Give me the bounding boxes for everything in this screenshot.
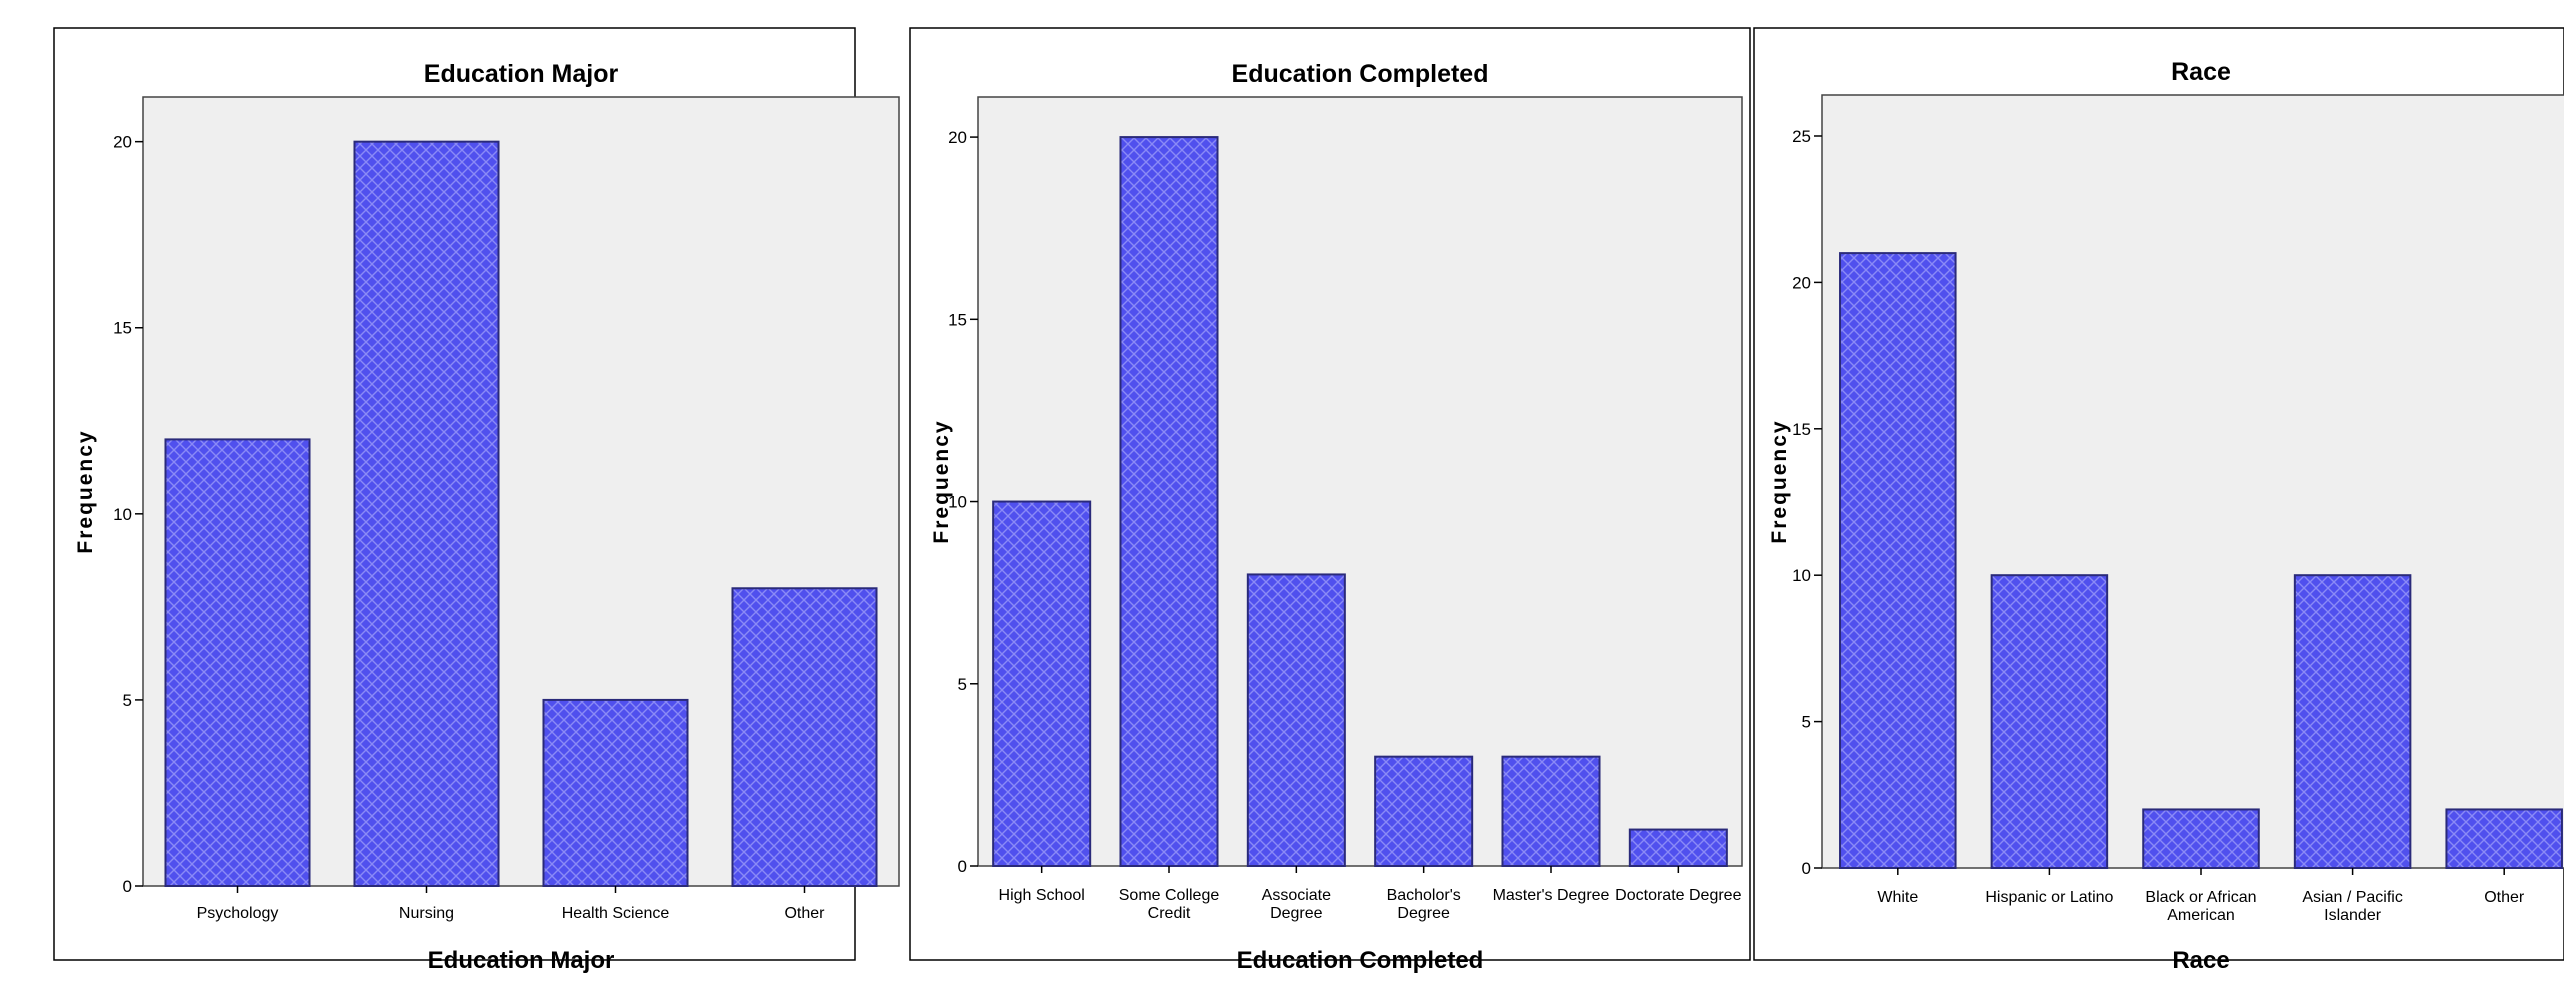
category-label: Other [784,905,825,922]
chart-3: Race 0 5 10 15 20 25 Frequency Race White Hispanic… [1753,27,2564,974]
y-tick-label: 10 [948,493,967,512]
y-tick-label: 20 [113,133,132,152]
category-label: Master's Degree [1493,887,1610,904]
bar [731,587,878,887]
bar [992,500,1092,867]
panel-border [909,27,1751,961]
category-label: Black or African [2145,889,2256,906]
x-axis-label: Education Major [428,947,615,974]
bar [1246,573,1346,868]
category-label: Psychology [197,905,279,922]
chart-1: Education Major 0 5 10 15 20 Frequency Educatio… [53,27,900,974]
bar [542,698,689,887]
category-label: Credit [1148,905,1191,922]
y-tick-label: 0 [123,877,132,896]
category-label: Degree [1397,905,1450,922]
bar [1990,574,2109,869]
category-label: Associate [1262,887,1331,904]
bar [1628,828,1728,868]
y-tick-label: 25 [1792,127,1811,146]
category-label: Degree [1270,905,1323,922]
y-tick-label: 20 [948,128,967,147]
bar [1501,755,1601,868]
category-label: Health Science [562,905,670,922]
category-label: Asian / Pacific [2302,889,2402,906]
category-label: Hispanic or Latino [1985,889,2113,906]
y-tick-label: 10 [113,505,132,524]
category-label: Nursing [399,905,454,922]
chart-title: Education Major [424,60,619,88]
bar [1119,136,1219,868]
y-axis-label: Frequency [1768,419,1791,543]
chart-title: Race [2171,58,2231,86]
y-tick-label: 0 [958,857,967,876]
category-label: Some College [1119,887,1220,904]
y-tick-label: 20 [1792,273,1811,292]
bar [2142,808,2260,869]
bar [2293,574,2412,869]
bar [1839,252,1957,869]
bar [353,140,500,887]
y-axis-label: Frequency [930,419,953,543]
y-tick-label: 15 [1792,420,1811,439]
category-label: High School [999,887,1085,904]
chart-title: Education Completed [1232,60,1489,88]
bar [1374,755,1474,868]
y-axis-label: Frequency [74,429,97,553]
x-axis-label: Education Completed [1237,947,1484,974]
y-tick-label: 0 [1802,859,1811,878]
bar [164,438,311,887]
panel-border [1753,27,2564,961]
y-tick-label: 10 [1792,566,1811,585]
category-label: American [2167,907,2235,924]
x-axis-label: Race [2172,947,2229,974]
category-label: Islander [2324,907,2382,924]
y-tick-label: 5 [1802,713,1811,732]
category-label: Other [2484,889,2525,906]
category-label: White [1877,889,1918,906]
y-tick-label: 15 [948,310,967,329]
bar [2445,808,2563,869]
plot-area [977,96,1743,867]
y-tick-label: 15 [113,319,132,338]
y-tick-label: 5 [123,691,132,710]
y-tick-label: 5 [958,675,967,694]
category-label: Doctorate Degree [1615,887,1741,904]
chart-2: Education Completed 0 5 10 15 20 Frequency Educ… [909,27,1751,974]
category-label: Bacholor's [1387,887,1461,904]
